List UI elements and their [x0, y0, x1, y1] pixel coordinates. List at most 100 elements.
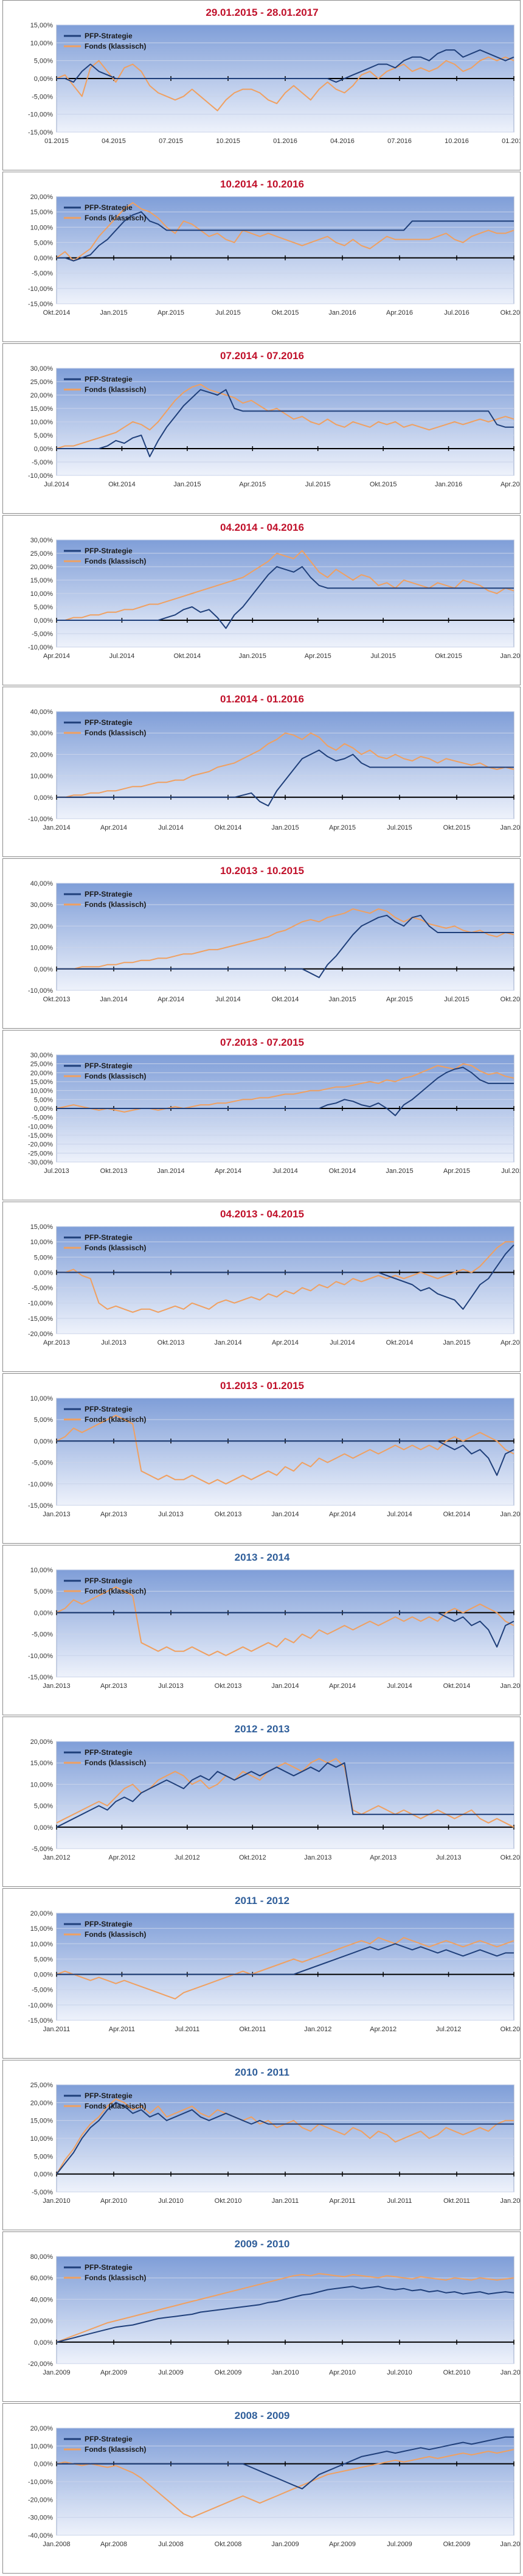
series-line-strategy	[57, 1440, 514, 1476]
y-tick-label: 30,00%	[30, 1052, 54, 1059]
x-tick-label: Okt.2012	[500, 2026, 520, 2033]
x-tick-label: Okt.2011	[443, 2197, 470, 2205]
y-tick-label: -40,00%	[28, 2532, 53, 2539]
x-tick-label: Jul.2014	[387, 1682, 412, 1690]
x-tick-label: Apr.2010	[329, 2369, 356, 2376]
y-tick-label: -10,00%	[28, 1123, 53, 1130]
chart-title: 10.2014 - 10.2016	[220, 178, 304, 190]
y-tick-label: -10,00%	[28, 2479, 53, 2486]
chart-title: 01.2013 - 01.2015	[220, 1380, 304, 1391]
x-tick-label: Jul.2013	[158, 1511, 184, 1518]
chart-panel: 07.2013 - 07.2015 30,00% 25,00% 20,00% 15,00…	[2, 1030, 521, 1200]
y-tick-label: -5,00%	[32, 459, 53, 466]
chart-panel: 01.2014 - 01.2016 40,00% 30,00% 20,00% 10,00…	[2, 687, 521, 857]
x-tick-label: Jan.2014	[271, 1511, 299, 1518]
y-tick-label: -10,00%	[28, 472, 53, 480]
plot-area	[56, 1569, 514, 1678]
y-tick-label: 15,00%	[30, 209, 54, 216]
y-tick-label: 5,00%	[34, 432, 53, 439]
x-tick-label: 04.2016	[330, 138, 355, 145]
x-tick-label: Apr.2013	[100, 1682, 127, 1690]
y-tick-label: -5,00%	[32, 1285, 53, 1292]
chart-title: 2008 - 2009	[234, 2410, 290, 2421]
y-tick-label: 10,00%	[30, 1941, 54, 1948]
legend-label-strategy: PFP-Strategie	[85, 718, 133, 727]
legend-label-strategy: PFP-Strategie	[85, 890, 133, 898]
x-tick-label: Jul.2014	[44, 481, 69, 488]
chart-panel: 01.2013 - 01.2015 10,00% 5,00% 0,00% -5,00% -…	[2, 1373, 521, 1544]
y-tick-label: -20,00%	[28, 2361, 53, 2368]
chart-title: 10.2013 - 10.2015	[220, 865, 304, 877]
y-tick-label: -15,00%	[28, 2017, 53, 2025]
y-tick-label: 15,00%	[30, 1760, 54, 1767]
y-tick-label: 10,00%	[30, 773, 54, 780]
legend-label-fund: Fonds (klassisch)	[85, 385, 146, 394]
x-tick-label: Apr.2013	[370, 1854, 397, 1861]
chart-panel: 2010 - 2011 25,00% 20,00% 15,00% 10,00% 5,00%…	[2, 2060, 521, 2230]
y-tick-label: 30,00%	[30, 537, 54, 544]
x-tick-label: Okt.2014	[329, 1167, 356, 1175]
chart-svg: 20,00%15,00%10,00%5,00%0,00%-5,00%Jan.20…	[30, 1738, 520, 1861]
x-tick-label: Jan.2015	[239, 653, 266, 660]
chart-panel: 2009 - 2010 80,00% 60,00% 40,00% 20,00% 0,00%…	[2, 2231, 521, 2402]
series-line-strategy	[57, 749, 514, 807]
chart-panel: 04.2013 - 04.2015 15,00% 10,00% 5,00% 0,00% -…	[2, 1202, 521, 1372]
chart-panel: 2012 - 2013 20,00% 15,00% 10,00% 5,00% 0,00% -…	[2, 1717, 521, 1887]
x-tick-label: Jul.2013	[101, 1339, 126, 1346]
plot-area	[56, 2256, 514, 2364]
plot-area	[56, 1226, 514, 1334]
x-tick-label: Jan.2008	[43, 2541, 70, 2548]
x-tick-label: Jan.2013	[304, 1854, 331, 1861]
x-tick-label: Jan.2014	[100, 996, 127, 1003]
y-tick-label: 25,00%	[30, 1061, 54, 1068]
chart-svg: 30,00% 25,00%20,00% 15,00% 10,00%5,00%0,00%…	[28, 1052, 520, 1175]
x-tick-label: 01.2016	[273, 138, 297, 145]
y-tick-label: 0,00%	[34, 966, 53, 973]
chart-title: 04.2013 - 04.2015	[220, 1208, 304, 1220]
series-line-fund	[56, 383, 514, 449]
y-tick-label: -30,00%	[28, 1159, 53, 1166]
y-tick-label: -5,00%	[32, 93, 53, 100]
y-tick-label: 30,00%	[30, 730, 54, 737]
x-tick-label: Jul.2013	[44, 1167, 69, 1175]
y-tick-label: -5,00%	[32, 1631, 53, 1639]
y-tick-label: -10,00%	[28, 2002, 53, 2009]
x-tick-label: Jul.2013	[436, 1854, 462, 1861]
x-tick-label: Jul.2016	[444, 309, 469, 317]
y-tick-label: -10,00%	[28, 987, 53, 995]
y-tick-label: -5,00%	[32, 270, 53, 278]
x-tick-label: Apr.2008	[100, 2541, 127, 2548]
y-tick-label: -15,00%	[28, 1132, 53, 1139]
x-tick-label: Apr.2009	[329, 2541, 356, 2548]
y-tick-label: 10,00%	[30, 1088, 54, 1095]
chart-title: 07.2013 - 07.2015	[220, 1037, 304, 1048]
x-tick-label: Jul.2015	[387, 824, 412, 831]
legend-label-strategy: PFP-Strategie	[85, 1062, 133, 1070]
series-line-strategy	[56, 2102, 514, 2175]
x-tick-label: 04.2015	[102, 138, 126, 145]
series-line-fund	[56, 1415, 514, 1485]
x-tick-label: Jul.2015	[501, 1167, 520, 1175]
legend-label-strategy: PFP-Strategie	[85, 2435, 133, 2443]
x-tick-label: Apr.2016	[386, 309, 413, 317]
y-tick-label: -25,00%	[28, 1150, 53, 1157]
y-tick-label: 20,00%	[30, 392, 54, 399]
y-tick-label: 0,00%	[34, 794, 53, 802]
x-tick-label: Okt.2009	[443, 2541, 471, 2548]
x-tick-label: Jan.2011	[43, 2026, 70, 2033]
series-line-strategy	[57, 389, 514, 458]
chart-title: 07.2014 - 07.2016	[220, 350, 304, 362]
y-tick-label: -15,00%	[28, 301, 53, 308]
x-tick-label: Okt.2015	[272, 309, 299, 317]
y-tick-label: 5,00%	[34, 1416, 53, 1424]
y-tick-label: -5,00%	[32, 1987, 53, 1994]
x-tick-label: Okt.2011	[239, 2026, 266, 2033]
legend-label-strategy: PFP-Strategie	[85, 2263, 133, 2272]
x-tick-label: Okt.2013	[158, 1339, 185, 1346]
series-line-strategy	[57, 211, 514, 262]
x-tick-label: Okt.2014	[386, 1339, 414, 1346]
series-line-fund	[57, 550, 514, 621]
x-tick-label: Jul.2014	[215, 996, 241, 1003]
y-tick-label: 5,00%	[34, 604, 53, 611]
x-tick-label: Jul.2014	[158, 824, 184, 831]
